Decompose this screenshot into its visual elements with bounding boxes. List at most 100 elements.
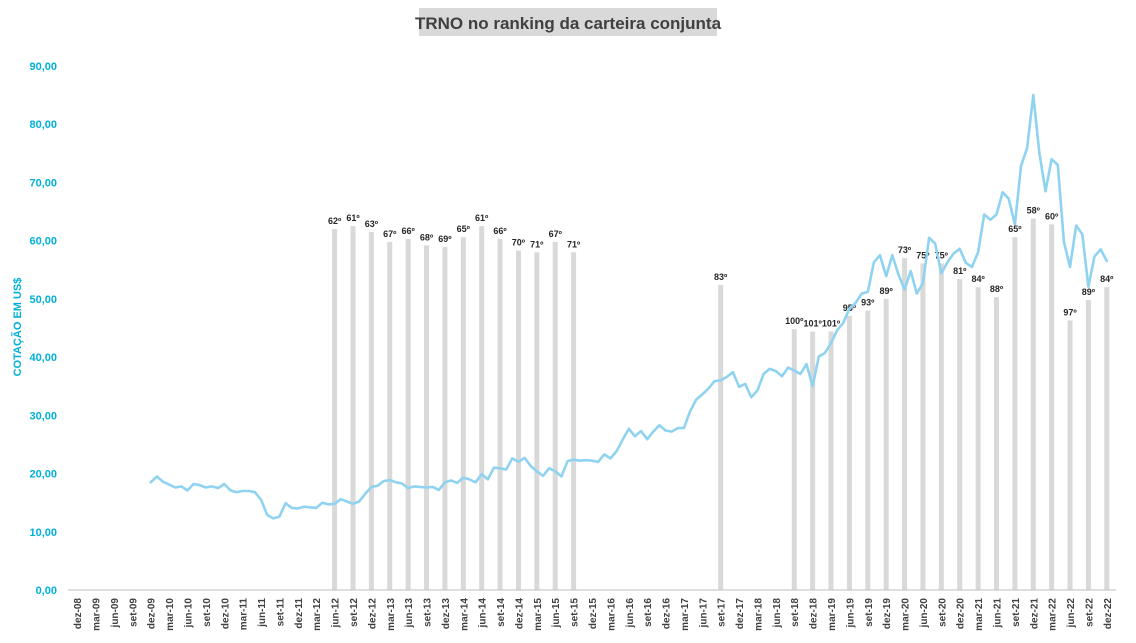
y-tick-label: 80,00 — [29, 119, 57, 131]
bar-data-label: 101º — [822, 318, 841, 328]
bar — [552, 241, 558, 590]
bar — [405, 238, 411, 591]
bar-data-label: 71º — [567, 239, 581, 249]
x-tick-label: set-19 — [864, 598, 875, 627]
bar-data-label: 60º — [1045, 211, 1059, 221]
bar — [1012, 237, 1018, 590]
x-tick-label: set-13 — [423, 598, 434, 627]
x-tick-label: mar-19 — [827, 598, 838, 631]
bar — [718, 284, 724, 590]
bar-labels: 62º 61º 63º 67º 66º 68º 69º 65º 61º 66º 70º 71º 67º 7… — [328, 206, 1114, 329]
x-tick-label: dez-17 — [735, 598, 746, 630]
bar-data-label: 83º — [714, 272, 728, 282]
bar — [920, 263, 926, 590]
chart-title-group: TRNO no ranking da carteira conjunta — [415, 8, 722, 36]
x-tick-label: dez-10 — [220, 598, 231, 630]
x-tick-label: jun-17 — [698, 598, 709, 629]
x-tick-label: dez-14 — [514, 598, 525, 630]
bar-data-label: 88º — [990, 284, 1004, 294]
x-tick-label: set-12 — [349, 598, 360, 627]
bar-data-label: 63º — [365, 219, 379, 229]
bar — [350, 226, 356, 590]
bar-data-label: 100º — [785, 316, 804, 326]
bar — [368, 231, 374, 590]
y-tick-label: 70,00 — [29, 177, 57, 189]
bar — [1049, 224, 1055, 590]
x-tick-label: dez-22 — [1103, 598, 1114, 630]
bar-data-label: 67º — [549, 229, 563, 239]
bar-data-label: 89º — [1082, 287, 1096, 297]
bar — [846, 315, 852, 590]
y-tick-label: 90,00 — [29, 61, 57, 73]
bar — [534, 252, 540, 591]
price-line — [149, 93, 1109, 520]
x-tick-label: mar-12 — [312, 598, 323, 631]
x-tick-label: set-17 — [717, 598, 728, 627]
bar — [1085, 300, 1091, 590]
bar-data-label: 73º — [898, 245, 912, 255]
bar-data-label: 67º — [383, 229, 397, 239]
bar — [810, 331, 816, 590]
x-tick-label: set-21 — [1011, 598, 1022, 627]
bar-data-label: 81º — [953, 266, 967, 276]
bar-data-label: 66º — [493, 226, 507, 236]
x-tick-label: jun-15 — [551, 598, 562, 629]
x-tick-label: mar-09 — [92, 598, 103, 631]
bar-data-label: 68º — [420, 232, 434, 242]
bar — [1067, 320, 1073, 590]
x-tick-label: mar-11 — [239, 598, 250, 631]
x-tick-label: jun-19 — [845, 598, 856, 629]
bar-data-label: 97º — [1063, 307, 1077, 317]
bar — [865, 310, 871, 590]
bar-data-label: 69º — [438, 234, 452, 244]
x-tick-label: jun-12 — [331, 598, 342, 629]
bar — [1030, 218, 1036, 590]
y-tick-label: 0,00 — [36, 585, 57, 597]
x-tick-label: jun-11 — [257, 598, 268, 628]
bar — [975, 287, 981, 590]
bar — [883, 298, 889, 590]
x-tick-label: mar-17 — [680, 598, 691, 631]
chart-title-background — [419, 8, 717, 36]
price-line-series — [149, 93, 1109, 520]
x-tick-label: jun-13 — [404, 598, 415, 629]
bar-data-label: 70º — [512, 238, 526, 248]
y-tick-label: 20,00 — [29, 469, 57, 481]
x-tick-label: set-09 — [128, 598, 139, 627]
x-tick-label: dez-08 — [73, 598, 84, 630]
x-tick-label: mar-13 — [386, 598, 397, 631]
bar — [332, 229, 338, 590]
bar — [442, 247, 448, 590]
bar-data-label: 62º — [328, 216, 342, 226]
x-tick-label: jun-10 — [184, 598, 195, 629]
bar-data-label: 61º — [346, 213, 360, 223]
x-tick-label: mar-18 — [753, 598, 764, 631]
x-tick-label: set-18 — [790, 598, 801, 627]
x-tick-label: mar-10 — [165, 598, 176, 631]
y-tick-label: 50,00 — [29, 294, 57, 306]
y-tick-label: 40,00 — [29, 352, 57, 364]
bar-data-label: 84º — [971, 274, 985, 284]
bar — [902, 258, 908, 590]
bar — [387, 241, 393, 590]
x-tick-label: jun-09 — [110, 598, 121, 629]
chart-title: TRNO no ranking da carteira conjunta — [415, 14, 722, 33]
x-tick-label: dez-21 — [1029, 598, 1040, 630]
bar — [1104, 287, 1110, 590]
bar — [479, 226, 485, 590]
x-tick-label: dez-19 — [882, 598, 893, 630]
x-tick-label: jun-21 — [992, 598, 1003, 629]
bar — [497, 238, 503, 591]
y-tick-label: 10,00 — [29, 527, 57, 539]
bar-series — [332, 218, 1110, 591]
bar-data-label: 89º — [880, 286, 894, 296]
x-tick-label: dez-13 — [441, 598, 452, 630]
x-tick-label: dez-20 — [956, 598, 967, 630]
x-tick-label: mar-15 — [533, 598, 544, 631]
bar-data-label: 93º — [861, 298, 875, 308]
x-tick-label: dez-15 — [588, 598, 599, 630]
x-tick-label: dez-18 — [809, 598, 820, 630]
bar-data-label: 71º — [530, 239, 544, 249]
